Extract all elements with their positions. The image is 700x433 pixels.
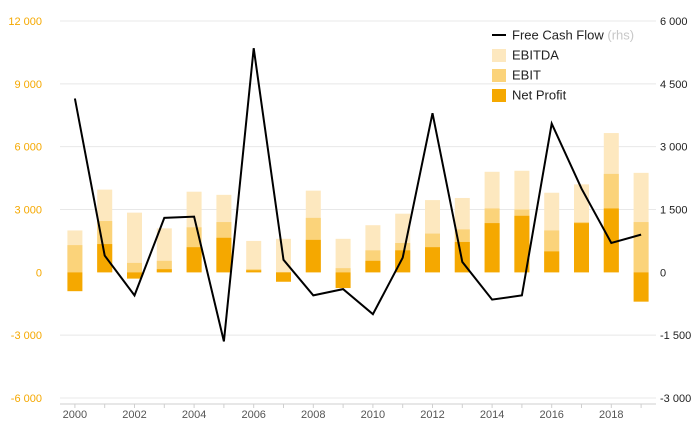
right-tick-label: 0 xyxy=(660,267,666,279)
legend-label-net-profit: Net Profit xyxy=(512,88,567,103)
bar-ebit-2009 xyxy=(335,268,351,273)
x-tick-label: 2000 xyxy=(63,409,87,421)
left-tick-label: 3 000 xyxy=(14,205,42,217)
bar-net-profit-2015 xyxy=(514,215,530,273)
bar-net-profit-2012 xyxy=(425,247,440,273)
left-tick-label: -6 000 xyxy=(11,393,42,405)
bar-ebit-2000 xyxy=(67,245,83,273)
bar-net-profit-2004 xyxy=(186,247,202,273)
x-tick-label: 2004 xyxy=(182,409,206,421)
bar-net-profit-2007 xyxy=(276,272,291,282)
gridlines xyxy=(60,20,656,399)
left-tick-label: 12 000 xyxy=(8,16,42,28)
left-tick-label: 6 000 xyxy=(14,142,42,154)
bar-net-profit-2017 xyxy=(574,223,589,273)
bar-ebitda-2009 xyxy=(335,238,351,273)
x-tick-label: 2008 xyxy=(301,409,325,421)
bar-net-profit-2005 xyxy=(216,237,232,273)
legend-swatch-net-profit xyxy=(492,89,506,102)
legend: Free Cash Flow (rhs) EBITDA EBIT Net Profit xyxy=(492,28,634,103)
legend-swatch-ebitda xyxy=(492,49,506,62)
legend-label-ebitda: EBITDA xyxy=(512,48,559,63)
fcf-line-group xyxy=(73,48,642,342)
bars xyxy=(67,133,649,302)
x-tick-label: 2014 xyxy=(480,409,504,421)
bar-net-profit-2010 xyxy=(365,260,381,273)
bar-net-profit-2016 xyxy=(544,251,560,273)
legend-label-free-cash-flow: Free Cash Flow (rhs) xyxy=(512,28,634,43)
right-tick-label: -1 500 xyxy=(660,330,691,342)
bar-net-profit-2008 xyxy=(305,239,321,273)
left-tick-label: 0 xyxy=(36,267,42,279)
legend-note-rhs: (rhs) xyxy=(604,28,634,43)
legend-label-ebit: EBIT xyxy=(512,68,541,83)
fcf-line xyxy=(73,48,642,342)
bar-ebit-2019 xyxy=(633,222,649,273)
bar-net-profit-2002 xyxy=(127,272,142,279)
x-tick-label: 2002 xyxy=(122,409,146,421)
bar-net-profit-2009 xyxy=(335,272,351,289)
right-tick-label: -3 000 xyxy=(660,393,691,405)
bar-net-profit-2003 xyxy=(156,269,172,273)
right-tick-label: 6 000 xyxy=(660,16,688,28)
legend-swatch-ebit xyxy=(492,69,506,82)
axis-labels: -6 000 -3 000 0 3 000 6 000 9 000 12 000 -3 000… xyxy=(8,16,691,421)
x-tick-label: 2010 xyxy=(361,409,385,421)
right-tick-label: 3 000 xyxy=(660,142,688,154)
bar-net-profit-2018 xyxy=(603,208,619,273)
bar-net-profit-2019 xyxy=(633,272,649,302)
bar-ebit-2003 xyxy=(156,260,172,273)
x-tick-label: 2016 xyxy=(539,409,563,421)
x-tick-label: 2012 xyxy=(420,409,444,421)
bar-ebit-2002 xyxy=(127,262,142,273)
bar-net-profit-2014 xyxy=(484,223,500,273)
bar-net-profit-2000 xyxy=(67,272,83,292)
bar-ebitda-2006 xyxy=(246,240,262,273)
x-tick-label: 2006 xyxy=(241,409,265,421)
bar-net-profit-2001 xyxy=(97,244,113,273)
bar-ebitda-2002 xyxy=(127,212,142,273)
right-tick-label: 1 500 xyxy=(660,205,688,217)
x-axis xyxy=(60,403,656,408)
right-tick-label: 4 500 xyxy=(660,79,688,91)
left-tick-label: 9 000 xyxy=(14,79,42,91)
bar-net-profit-2006 xyxy=(246,270,262,273)
left-tick-label: -3 000 xyxy=(11,330,42,342)
x-tick-label: 2018 xyxy=(599,409,623,421)
